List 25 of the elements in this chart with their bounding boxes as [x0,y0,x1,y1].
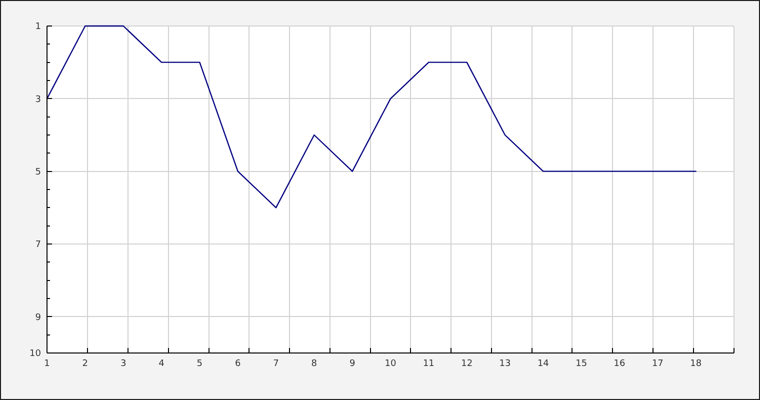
x-tick-label: 18 [690,359,702,369]
x-tick-label: 14 [537,359,550,369]
y-tick-label: 5 [35,167,41,178]
x-tick-label: 2 [82,359,88,369]
x-tick-label: 6 [234,359,241,369]
line-series [46,25,696,208]
y-tick-label: 1 [35,22,41,32]
x-tick-label: 8 [311,359,318,369]
x-tick-label: 5 [196,359,203,369]
y-tick-label: 10 [30,349,42,360]
x-tick-label: 4 [158,359,165,369]
x-tick-label: 1 [44,359,50,369]
x-tick-label: 15 [576,359,588,369]
x-tick-label: 9 [349,359,356,369]
y-tick-label: 7 [35,240,41,250]
x-tick-label: 12 [461,359,473,369]
x-tick-label: 16 [614,359,626,369]
y-tick-label: 3 [35,94,41,105]
x-tick-label: 3 [120,359,126,369]
x-tick-label: 7 [273,359,279,369]
y-tick-label: 9 [35,312,42,323]
x-tick-label: 17 [652,359,664,369]
x-tick-label: 13 [499,359,511,369]
x-tick-label: 11 [422,359,434,369]
x-tick-label: 10 [384,359,396,369]
